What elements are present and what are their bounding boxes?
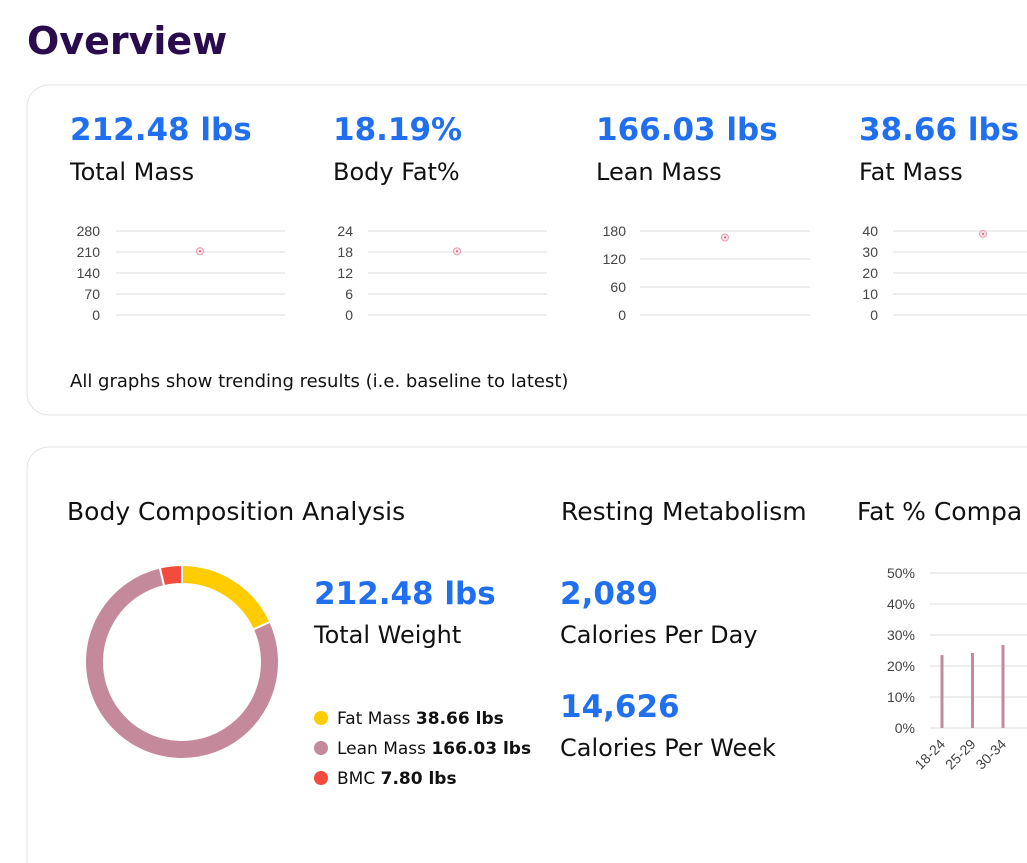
- y-tick-label: 24: [337, 223, 353, 239]
- bar: [1001, 644, 1005, 728]
- metric-label: Calories Per Week: [560, 734, 776, 762]
- legend-swatch: [314, 771, 328, 785]
- metric-label: Calories Per Day: [560, 621, 758, 649]
- point-center: [982, 232, 984, 235]
- legend-entry: BMC 7.80 lbs: [337, 769, 457, 789]
- metric-value: 166.03 lbs: [596, 112, 778, 148]
- y-tick-label: 0: [345, 307, 353, 323]
- legend-value: 166.03 lbs: [431, 739, 531, 759]
- y-tick-label: 210: [77, 244, 101, 260]
- y-tick-label: 12: [337, 265, 353, 281]
- legend-swatch: [314, 711, 328, 725]
- donut-slice: [84, 566, 280, 760]
- point-center: [724, 236, 726, 239]
- page-title: Overview: [27, 19, 227, 63]
- bar: [971, 652, 974, 728]
- legend-swatch: [314, 741, 328, 755]
- y-tick-label: 30: [862, 244, 878, 260]
- point-center: [456, 250, 458, 253]
- note: All graphs show trending results (i.e. b…: [70, 371, 568, 392]
- y-tick-label: 70: [84, 286, 100, 302]
- metric-label: Total Weight: [313, 621, 461, 649]
- y-tick-label: 6: [345, 286, 353, 302]
- y-tick-label: 0%: [895, 720, 915, 736]
- y-tick-label: 120: [603, 251, 627, 267]
- y-tick-label: 180: [603, 223, 627, 239]
- y-tick-label: 10: [862, 286, 878, 302]
- y-tick-label: 0: [92, 307, 100, 323]
- y-tick-label: 40: [862, 223, 878, 239]
- metric-value: 18.19%: [333, 112, 462, 148]
- legend-label: Fat Mass: [337, 709, 411, 729]
- y-tick-label: 40%: [887, 596, 915, 612]
- y-tick-label: 50%: [887, 565, 915, 581]
- section-title: Fat % Compa: [857, 497, 1022, 526]
- section-title: Resting Metabolism: [561, 497, 807, 526]
- y-tick-label: 0: [618, 307, 626, 323]
- metric-value: 212.48 lbs: [314, 576, 496, 612]
- y-tick-label: 20: [862, 265, 878, 281]
- y-tick-label: 20%: [887, 658, 915, 674]
- legend-entry: Lean Mass 166.03 lbs: [337, 739, 531, 759]
- metric-label: Fat Mass: [859, 158, 963, 186]
- card: [26, 84, 1027, 416]
- y-tick-label: 10%: [887, 689, 915, 705]
- metric-value: 38.66 lbs: [859, 112, 1019, 148]
- y-tick-label: 18: [337, 244, 353, 260]
- y-tick-label: 60: [610, 279, 626, 295]
- bar: [940, 655, 944, 728]
- donut-slice: [158, 563, 183, 588]
- point-center: [199, 250, 201, 253]
- card: [26, 446, 1027, 863]
- legend-label: Lean Mass: [337, 739, 426, 759]
- y-tick-label: 0: [870, 307, 878, 323]
- y-tick-label: 280: [77, 223, 101, 239]
- metric-value: 212.48 lbs: [70, 112, 252, 148]
- legend-entry: Fat Mass 38.66 lbs: [337, 709, 504, 729]
- metric-label: Body Fat%: [333, 158, 460, 186]
- legend-value: 7.80 lbs: [381, 769, 457, 789]
- metric-label: Lean Mass: [596, 158, 722, 186]
- y-tick-label: 30%: [887, 627, 915, 643]
- metric-value: 2,089: [560, 576, 658, 612]
- metric-label: Total Mass: [69, 158, 194, 186]
- y-tick-label: 140: [77, 265, 101, 281]
- metric-value: 14,626: [560, 689, 680, 725]
- legend-label: BMC: [337, 769, 375, 789]
- section-title: Body Composition Analysis: [67, 497, 405, 526]
- legend-value: 38.66 lbs: [416, 709, 504, 729]
